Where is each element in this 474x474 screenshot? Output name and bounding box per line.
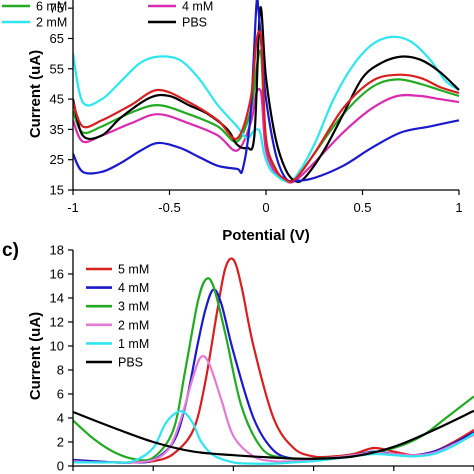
legend-label: 1 mM [118,337,149,351]
series-group [73,0,460,184]
y-tick-label: 8 [57,363,64,378]
y-tick-label: 15 [50,183,64,198]
y-tick-label: 45 [50,92,64,107]
legend: 5 mM 4 mM 3 mM 2 mM 1 mM PBS [86,263,149,370]
chart-top-panel: 15 25 35 45 55 65 75 -1 -0.5 0 0.5 1 Potential (V) Cu… [2,0,463,244]
y-tick-label: 75 [50,1,64,16]
legend: 6 mM 4 mM 2 mM PBS [2,0,213,30]
series-line-2-mm [73,354,474,464]
series-line-unlabeled-4 [73,0,460,183]
legend-label: 4 mM [182,0,213,14]
y-tick-label: 18 [50,243,64,258]
x-tick-label: 0 [262,200,269,215]
y-tick-label: 16 [50,267,64,282]
legend-label: PBS [118,356,143,370]
legend-label: 4 mM [118,281,149,295]
y-axis-label: Current (uA) [27,312,44,400]
y-tick-label: 0 [57,459,64,474]
y-tick-label: 14 [50,291,64,306]
y-tick-label: 2 [57,435,64,450]
legend-label: PBS [182,16,207,30]
y-axis-label: Current (uA) [27,50,44,138]
legend-entry: 4 mM [148,0,213,14]
legend-entry: 4 mM [86,281,149,295]
series-line-4-mm [73,87,460,184]
legend-entry: 2 mM [86,318,149,332]
chart-bottom-panel: 0 2 4 6 8 10 12 14 16 18 Current (uA) c) 5 mM 4 mM 3 m… [2,240,474,474]
y-tick-label: 35 [50,122,64,137]
series-line-pbs [73,409,474,460]
series-line-pbs [73,6,460,184]
x-tick-label: 1 [455,200,462,215]
series-line-4-mm [73,288,474,464]
y-tick-label: 25 [50,152,64,167]
y-tick-label: 10 [50,339,64,354]
x-axis-label: Potential (V) [222,227,310,244]
y-tick-label: 65 [50,31,64,46]
legend-entry: 3 mM [86,300,149,314]
legend-entry: 1 mM [86,337,149,351]
x-tick-label: -1 [67,200,79,215]
y-tick-label: 55 [50,61,64,76]
series-line-unlabeled-5 [73,30,460,183]
legend-entry: 2 mM [2,16,67,30]
legend-entry: 6 mM [2,0,67,14]
x-tick-label: -0.5 [158,200,180,215]
series-line-1-mm [73,409,474,465]
legend-label: 6 mM [36,0,67,14]
legend-entry: PBS [148,16,207,30]
legend-label: 2 mM [36,16,67,30]
legend-entry: PBS [86,356,143,370]
legend-entry: 5 mM [86,263,149,277]
legend-label: 5 mM [118,263,149,277]
y-tick-label: 12 [50,315,64,330]
y-tick-label: 6 [57,387,64,402]
legend-label: 2 mM [118,318,149,332]
legend-label: 3 mM [118,300,149,314]
y-tick-label: 4 [57,411,64,426]
panel-label: c) [2,240,19,261]
series-group [73,257,474,465]
x-tick-label: 0.5 [353,200,371,215]
series-line-2-mm [73,35,460,183]
